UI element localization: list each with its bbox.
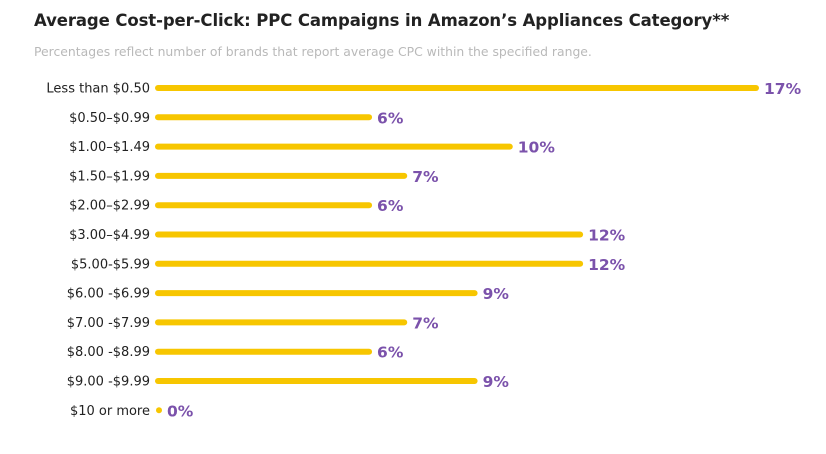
category-label: $7.00 -$7.99 bbox=[67, 316, 150, 331]
chart-title: Average Cost-per-Click: PPC Campaigns in… bbox=[34, 11, 730, 30]
value-label: 10% bbox=[518, 139, 556, 157]
value-label: 6% bbox=[377, 109, 404, 127]
category-label: $1.50–$1.99 bbox=[69, 169, 150, 184]
value-label: 6% bbox=[377, 344, 404, 362]
category-label: $0.50–$0.99 bbox=[69, 111, 150, 126]
category-label: $1.00–$1.49 bbox=[69, 140, 150, 155]
category-label: $9.00 -$9.99 bbox=[67, 375, 150, 390]
value-label: 17% bbox=[764, 80, 802, 98]
value-label: 12% bbox=[588, 227, 626, 245]
category-label: $10 or more bbox=[70, 404, 150, 419]
category-label: $2.00–$2.99 bbox=[69, 199, 150, 214]
value-label: 7% bbox=[412, 314, 439, 332]
bar bbox=[156, 407, 162, 414]
value-label: 7% bbox=[412, 168, 439, 186]
chart-subtitle: Percentages reflect number of brands tha… bbox=[34, 44, 592, 59]
value-label: 9% bbox=[483, 373, 510, 391]
category-label: $3.00–$4.99 bbox=[69, 228, 150, 243]
value-label: 6% bbox=[377, 197, 404, 215]
value-label: 0% bbox=[167, 402, 194, 420]
value-label: 12% bbox=[588, 256, 626, 274]
chart-rows: Less than $0.50 17% $0.50–$0.99 6% $1.00–$1.… bbox=[46, 80, 801, 420]
value-label: 9% bbox=[483, 285, 510, 303]
category-label: $5.00-$5.99 bbox=[71, 257, 150, 272]
category-label: $6.00 -$6.99 bbox=[67, 287, 150, 302]
category-label: $8.00 -$8.99 bbox=[67, 345, 150, 360]
category-label: Less than $0.50 bbox=[46, 82, 150, 97]
